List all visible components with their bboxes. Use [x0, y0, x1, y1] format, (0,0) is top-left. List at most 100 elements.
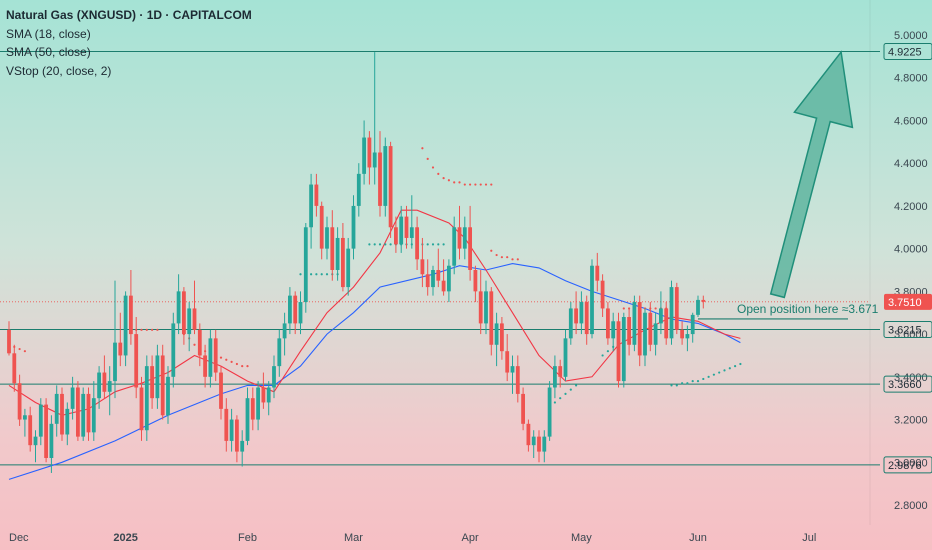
candle — [356, 163, 361, 217]
candle-body — [118, 342, 123, 356]
candle-body — [44, 404, 48, 458]
candle — [484, 280, 488, 335]
y-tick-label: 5.0000 — [894, 30, 928, 42]
candle-body — [171, 323, 176, 377]
candle — [97, 366, 101, 409]
vstop-dot — [670, 384, 673, 387]
vstop-dot — [718, 371, 721, 374]
candle-body — [123, 295, 128, 356]
candle — [383, 137, 388, 217]
candle-body — [484, 291, 488, 324]
vstop-dot — [654, 307, 657, 310]
candle-body — [319, 205, 324, 249]
candle — [388, 141, 393, 238]
candle — [452, 216, 457, 275]
candle-body — [632, 302, 637, 345]
vstop-dot — [601, 354, 604, 357]
candle — [213, 329, 218, 382]
target-arrow — [769, 50, 854, 299]
x-tick-label: Mar — [344, 532, 363, 544]
candle — [319, 201, 324, 260]
vstop-dot — [299, 273, 302, 276]
candle — [563, 329, 568, 382]
candle-body — [160, 355, 165, 416]
vstop-dot — [516, 258, 519, 261]
vstop-dot — [495, 253, 498, 257]
legend-vstop[interactable]: VStop (20, close, 2) — [6, 63, 112, 78]
candle-body — [266, 387, 271, 403]
vstop-dot — [506, 256, 509, 259]
x-tick-label: Dec — [9, 532, 29, 544]
legend-sma18[interactable]: SMA (18, close) — [6, 26, 91, 41]
candle — [303, 223, 308, 313]
candle-body — [182, 291, 186, 335]
candle — [150, 355, 154, 409]
candle — [537, 430, 541, 463]
candle-body — [500, 323, 504, 352]
vstop-dot — [310, 273, 313, 276]
candle — [611, 312, 616, 352]
candle — [367, 131, 372, 185]
vstop-dot — [230, 360, 233, 363]
candle — [314, 173, 319, 217]
candle-body — [219, 372, 223, 409]
candle-body — [303, 227, 308, 303]
legend-sma50[interactable]: SMA (50, close) — [6, 45, 91, 59]
candle-body — [17, 383, 22, 420]
candle-body — [97, 372, 101, 399]
candle — [192, 280, 197, 335]
candle-body — [701, 299, 706, 302]
candle-body — [462, 227, 467, 249]
candle-body — [250, 398, 255, 420]
candle — [176, 274, 181, 335]
candle-body — [335, 237, 340, 270]
candle — [600, 274, 605, 317]
candle — [404, 205, 409, 249]
candle — [33, 430, 38, 463]
candle — [701, 295, 706, 309]
candle — [240, 430, 245, 467]
candle-body — [166, 376, 170, 416]
vstop-dot — [458, 181, 461, 184]
vstop-dot — [18, 347, 21, 351]
candle — [256, 381, 260, 431]
candle-body — [245, 398, 250, 441]
vstop-dot — [442, 243, 445, 246]
candle — [425, 259, 430, 296]
x-tick-label: May — [571, 532, 592, 544]
candle — [500, 317, 504, 360]
candle-body — [351, 205, 356, 249]
y-tick-label: 2.8000 — [894, 500, 928, 512]
candle-body — [102, 372, 107, 392]
y-tick-label: 4.0000 — [894, 244, 928, 256]
candle-body — [282, 323, 287, 339]
price-level-label: 3.3660 — [888, 379, 922, 391]
candle — [113, 280, 117, 399]
candle — [134, 317, 139, 399]
candle — [182, 287, 186, 345]
candle-body — [362, 137, 366, 174]
candle — [166, 366, 170, 424]
candle — [674, 282, 679, 335]
candle-body — [409, 227, 414, 238]
candle-body — [489, 291, 494, 345]
vstop-dot — [622, 307, 625, 310]
vstop-dot — [426, 157, 429, 161]
candle-body — [420, 259, 425, 275]
y-tick-label: 4.4000 — [894, 158, 928, 170]
candle — [23, 408, 27, 437]
candle — [346, 237, 351, 296]
candle — [7, 321, 11, 356]
y-tick-label: 4.2000 — [894, 201, 928, 213]
x-tick-label: 2025 — [113, 532, 137, 544]
candle — [17, 374, 22, 426]
candle — [160, 344, 165, 420]
candle-body — [579, 302, 584, 324]
candle-body — [256, 387, 260, 420]
candle — [28, 406, 33, 452]
candle — [415, 216, 419, 270]
vstop-dot — [447, 179, 450, 182]
candle-body — [388, 146, 393, 228]
candle-body — [293, 295, 298, 324]
